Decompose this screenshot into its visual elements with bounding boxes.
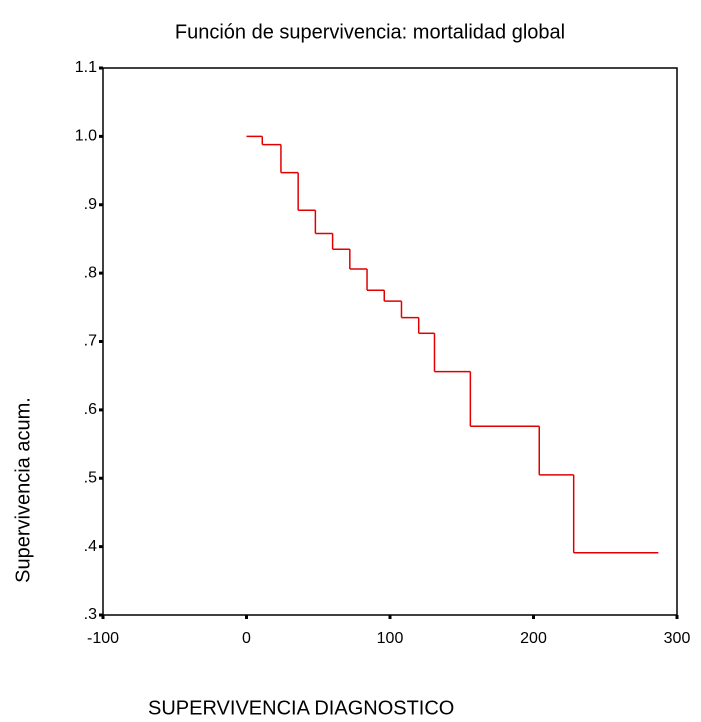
y-tick-label: .6 <box>84 401 97 418</box>
y-tick-label: .5 <box>84 469 97 486</box>
y-tick-label: .3 <box>84 606 97 623</box>
y-tick-label: 1.1 <box>75 59 97 76</box>
plot-frame <box>102 67 678 616</box>
x-tick-label: 200 <box>520 630 547 647</box>
x-axis-label: SUPERVIVENCIA DIAGNOSTICO <box>148 697 454 719</box>
x-tick-label: -100 <box>87 630 119 647</box>
x-tick-label: 100 <box>377 630 404 647</box>
y-tick-label: .9 <box>84 196 97 213</box>
x-tick-label: 0 <box>242 630 251 647</box>
y-tick-label: .8 <box>84 264 97 281</box>
y-tick-label: .4 <box>84 538 97 555</box>
chart-title: Función de supervivencia: mortalidad glo… <box>175 21 565 43</box>
x-tick-label: 300 <box>664 630 691 647</box>
y-tick-label: 1.0 <box>75 128 97 145</box>
y-axis-label: Supervivencia acum. <box>12 397 34 583</box>
y-tick-label: .7 <box>84 333 97 350</box>
